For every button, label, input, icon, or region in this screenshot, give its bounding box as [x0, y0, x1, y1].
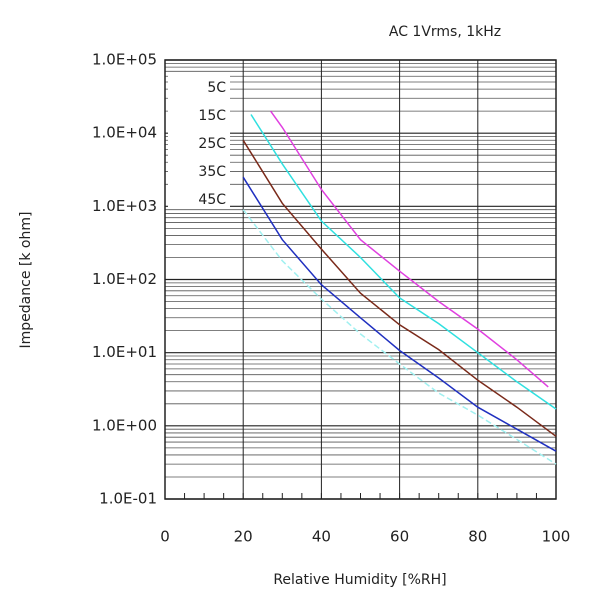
y-tick-label: 1.0E+02: [92, 270, 157, 288]
y-tick-label: 1.0E+04: [92, 124, 157, 142]
x-axis-label: Relative Humidity [%RH]: [273, 572, 446, 588]
plot-frame: [164, 59, 557, 500]
series-line: [269, 110, 549, 388]
legend-label: 15C: [198, 108, 226, 124]
y-tick-label: 1.0E+05: [92, 51, 157, 69]
x-tick-label: 80: [468, 528, 487, 546]
chart-title: AC 1Vrms, 1kHz: [389, 24, 501, 40]
x-tick-label: 60: [390, 528, 409, 546]
legend-label: 25C: [198, 136, 226, 152]
legend-label: 35C: [198, 164, 226, 180]
x-tick-label: 40: [312, 528, 331, 546]
x-tick-label: 100: [542, 528, 571, 546]
y-tick-label: 1.0E+00: [92, 416, 157, 434]
series-line: [242, 209, 557, 465]
legend-box: [168, 74, 230, 208]
series-line: [250, 114, 557, 410]
y-tick-label: 1.0E-01: [99, 490, 157, 508]
series-line: [242, 176, 557, 452]
x-tick-label: 20: [234, 528, 253, 546]
legend-label: 45C: [198, 192, 226, 208]
y-tick-label: 1.0E+03: [92, 197, 157, 215]
y-tick-label: 1.0E+01: [92, 343, 157, 361]
legend-label: 5C: [207, 80, 226, 96]
y-axis-label: Impedance [k ohm]: [18, 212, 34, 349]
x-tick-label: 0: [160, 528, 170, 546]
series-line: [242, 139, 557, 437]
